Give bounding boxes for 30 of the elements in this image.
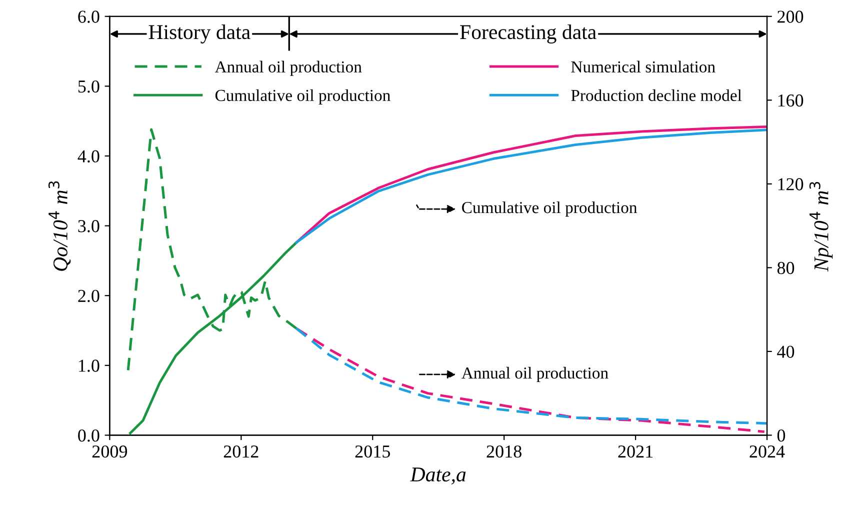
legend-label: Production decline model: [571, 89, 742, 102]
y2-tick-label: 160: [778, 94, 804, 107]
x-tick-label: 2018: [486, 445, 522, 458]
y2-tick-label: 120: [778, 178, 804, 190]
y2-axis-title: Np/10$^{4}$ m$^{3}$: [809, 182, 833, 272]
legend-label: Numerical simulation: [571, 60, 716, 73]
x-tick-label: 2009: [92, 445, 128, 458]
annotation: Annual oil production: [462, 366, 608, 382]
legend-label: Annual oil production: [214, 60, 362, 76]
legend-label: Cumulative oil production: [215, 89, 390, 104]
y2-tick-label: 0: [777, 429, 786, 442]
y-tick-label: 5.0: [78, 80, 100, 93]
y2-tick-label: 40: [777, 346, 794, 358]
annotation: History data: [148, 24, 250, 44]
x-tick-label: 2024: [750, 445, 785, 458]
x-tick-label: 2021: [618, 445, 653, 458]
x-axis-title: Date,a: [410, 468, 466, 485]
y-axis-title: Qo/10$^{4}$ m$^{3}$: [48, 181, 71, 271]
y2-tick-label: 80: [777, 262, 794, 274]
y-tick-label: 6.0: [78, 10, 100, 23]
y-tick-label: 1.0: [78, 360, 100, 372]
y-tick-label: 4.0: [78, 150, 100, 163]
x-tick-label: 2012: [224, 445, 258, 458]
x-tick-label: 2015: [355, 445, 390, 458]
y-tick-label: 2.0: [78, 290, 100, 302]
y2-tick-label: 200: [778, 10, 804, 23]
y-tick-label: 0.0: [78, 429, 100, 442]
y-tick-label: 3.0: [78, 220, 100, 232]
annotation: Forecasting data: [460, 24, 596, 44]
annotation: Cumulative oil production: [462, 201, 638, 217]
